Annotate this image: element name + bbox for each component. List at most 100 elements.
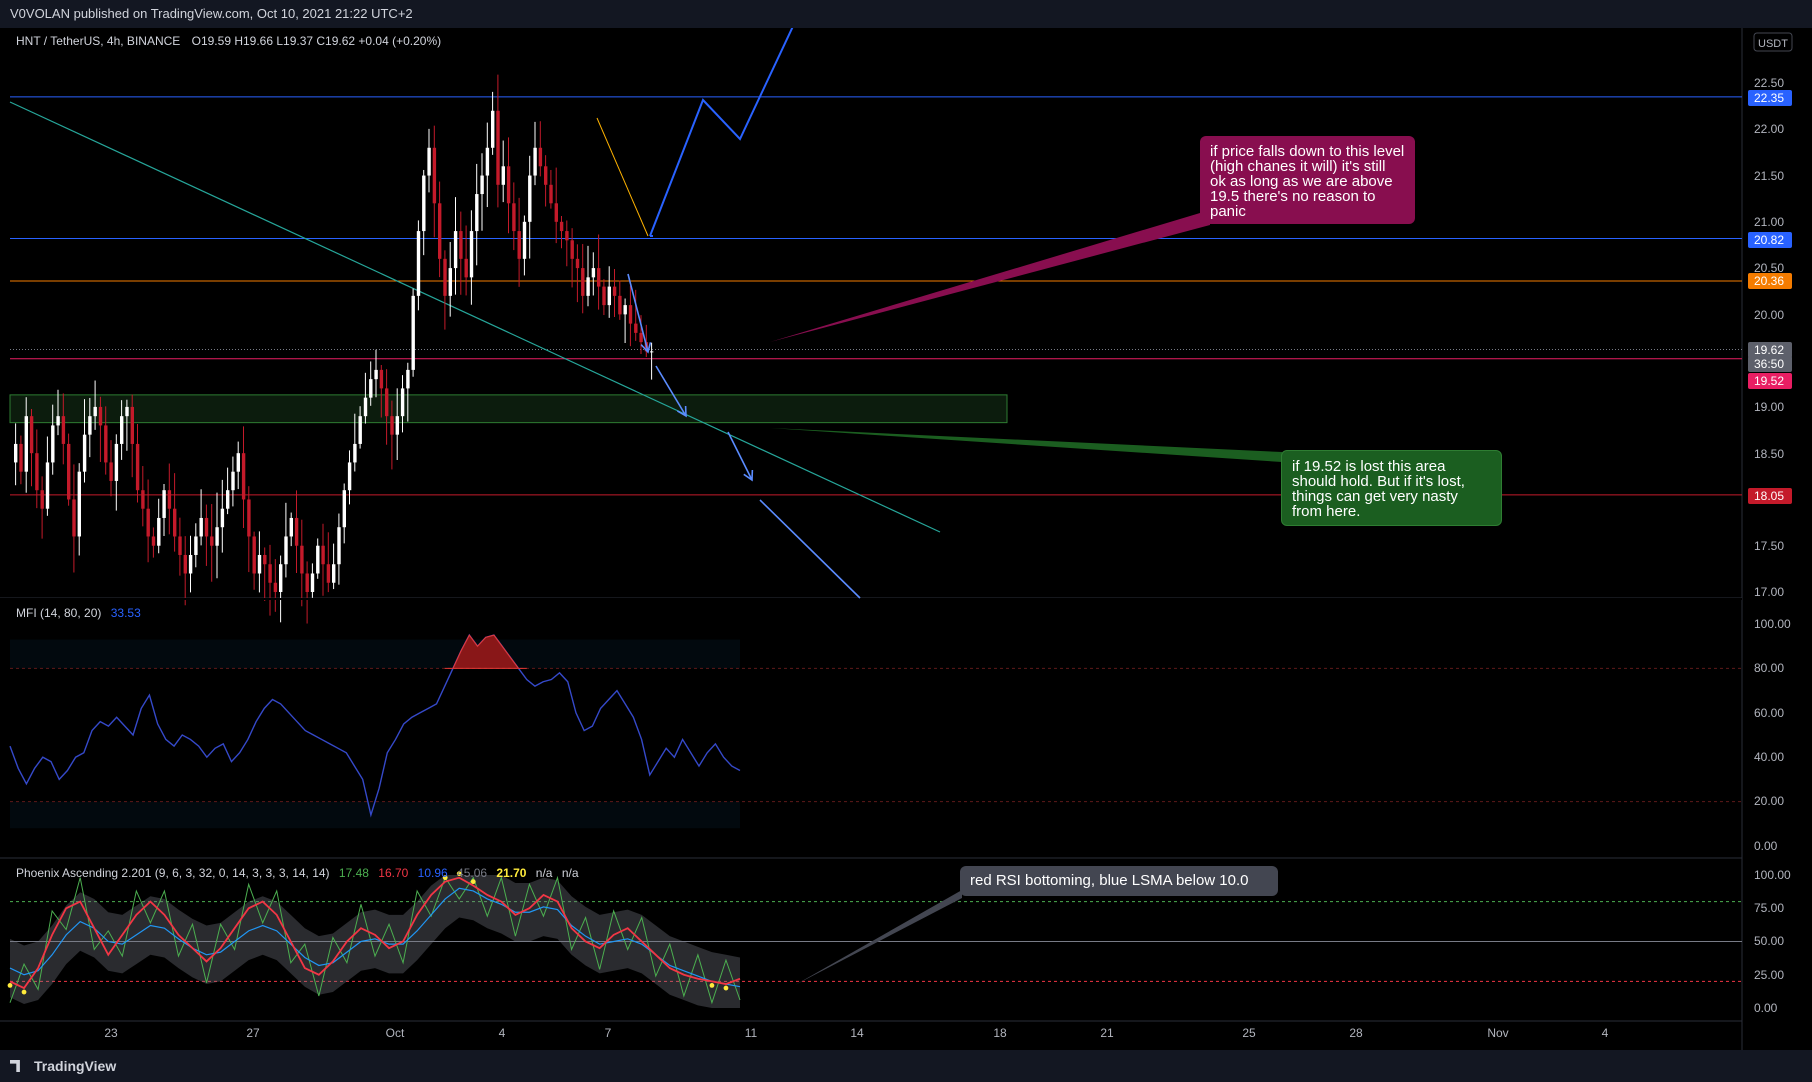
phoenix-pane [7, 871, 1742, 1008]
candle [353, 443, 357, 463]
candle [215, 527, 219, 546]
candle [650, 351, 654, 353]
candle [464, 258, 468, 278]
phoenix-val-6: n/a [561, 866, 579, 880]
candle [422, 175, 426, 232]
candle [284, 536, 288, 565]
note-pointer-grey [795, 890, 962, 985]
candle [135, 443, 140, 491]
trendline-teal [9, 101, 941, 533]
price-pane [0, 74, 1742, 624]
phoenix-cloud [10, 875, 740, 1008]
candle [522, 221, 527, 259]
candle [300, 545, 304, 574]
mfi-band-upper [10, 639, 740, 669]
tradingview-logo-text: TradingView [34, 1058, 117, 1074]
phoenix-tick-label: 100.00 [1754, 868, 1791, 882]
price-tag [1748, 90, 1792, 106]
candle [125, 406, 129, 417]
arrow-line-1 [655, 365, 687, 417]
candle [183, 554, 187, 574]
phoenix-tick-label: 75.00 [1754, 901, 1784, 915]
trendline-yellow [596, 117, 649, 237]
candle [485, 147, 490, 176]
candle [400, 388, 405, 417]
symbol-legend: HNT / TetherUS, 4h, BINANCE O19.59 H19.6… [16, 34, 441, 48]
candle [581, 268, 585, 296]
time-tick-label: 4 [499, 1026, 506, 1040]
candle [45, 462, 50, 509]
phoenix-green-line [9, 875, 741, 1005]
phoenix-dot [442, 875, 448, 881]
candle [618, 295, 622, 315]
candle [194, 536, 198, 555]
phoenix-val-5: n/a [535, 866, 553, 880]
price-axis: 22.50 22.00 21.50 21.00 20.50 20.00 19.00 18.50… [1748, 32, 1793, 1015]
candle [406, 369, 410, 389]
candle [241, 453, 246, 500]
candle [501, 166, 505, 185]
candle [623, 305, 627, 315]
candle [597, 268, 601, 287]
price-tick-label: 17.00 [1754, 585, 1784, 599]
candle [35, 453, 39, 491]
drawings-layer [596, 28, 1282, 985]
arrow-line-0 [627, 273, 649, 353]
candle [14, 443, 18, 463]
chart-area[interactable]: 22.50 22.00 21.50 21.00 20.50 20.00 19.00 18.50… [0, 28, 1812, 1050]
currency-label: USDT [1758, 38, 1788, 50]
candle [82, 434, 87, 472]
candle [310, 573, 315, 592]
candle [268, 564, 272, 583]
candle [40, 490, 44, 509]
candle [549, 184, 553, 204]
price-tag-label: 18.05 [1754, 489, 1784, 503]
time-tick-label: Oct [386, 1026, 405, 1040]
candle [395, 416, 399, 435]
price-tick-label: 21.50 [1754, 169, 1784, 183]
candle [591, 268, 596, 278]
price-tag-label: 20.82 [1754, 233, 1784, 247]
note-rsi: red RSI bottoming, blue LSMA below 10.0 [960, 866, 1278, 896]
candle [72, 499, 76, 537]
phoenix-val-3: 45.06 [457, 866, 488, 880]
phoenix-legend: Phoenix Ascending 2.201 (9, 6, 3, 32, 0,… [16, 866, 579, 880]
candle [204, 517, 209, 537]
phoenix-dot [21, 989, 27, 995]
candle [506, 166, 511, 204]
candle [316, 545, 320, 574]
candle [162, 490, 166, 518]
time-tick-label: 27 [246, 1026, 260, 1040]
candle [263, 554, 267, 565]
candle [199, 517, 203, 537]
time-tick-label: 14 [850, 1026, 864, 1040]
arrow-line-2 [727, 431, 753, 481]
pane-mask [0, 598, 1742, 600]
note-support-area: if 19.52 is lost this area should hold. … [1281, 450, 1502, 526]
time-axis: 23 27 Oct 4 7 11 14 18 21 25 28 Nov 4 [104, 1026, 1608, 1040]
price-tick-label: 18.50 [1754, 447, 1784, 461]
currency-box [1753, 32, 1793, 52]
candle [236, 453, 240, 472]
candle [178, 536, 182, 555]
candle [363, 397, 368, 417]
candle [459, 231, 463, 259]
candle [528, 175, 532, 222]
candle [443, 258, 447, 296]
phoenix-tick-label: 0.00 [1754, 1001, 1778, 1015]
arrow-head-2 [743, 469, 754, 482]
footer-bar: TradingView [0, 1050, 1812, 1082]
candle [559, 221, 564, 232]
time-tick-label: 7 [605, 1026, 612, 1040]
time-tick-label: 4 [1602, 1026, 1609, 1040]
arrow-line-3 [759, 499, 861, 599]
candle [639, 332, 643, 343]
candle [411, 295, 415, 370]
candle [188, 554, 193, 574]
phoenix-val-0: 17.48 [338, 866, 369, 880]
candle [448, 268, 452, 296]
candle [612, 286, 617, 296]
candle [305, 573, 309, 592]
candle [210, 536, 214, 546]
price-tag [1748, 356, 1792, 372]
